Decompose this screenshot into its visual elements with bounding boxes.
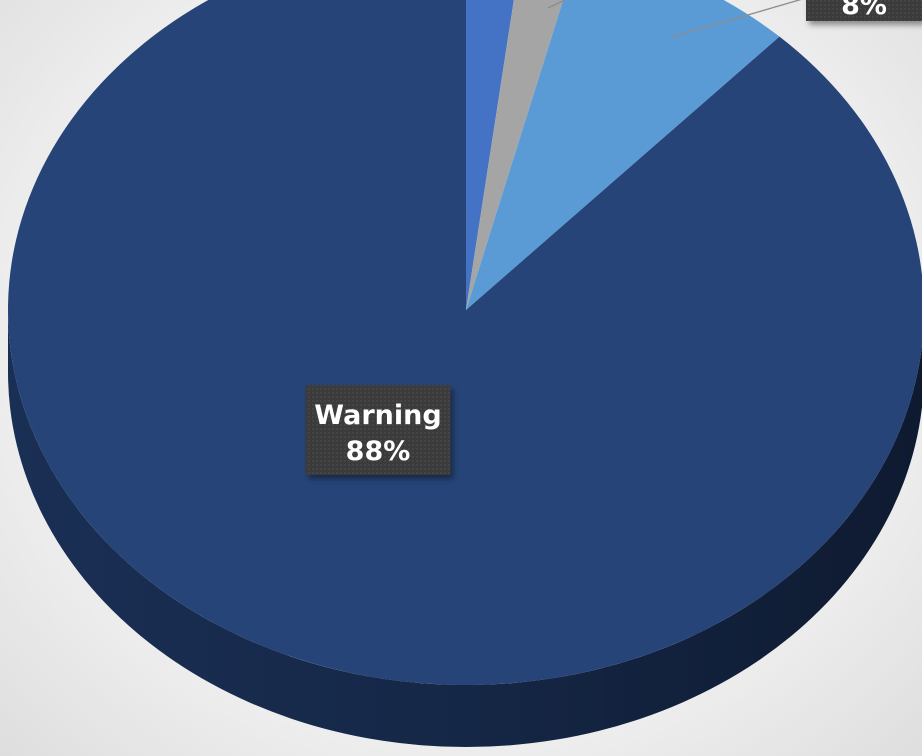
data-label-box [806, 0, 922, 21]
pie [8, 0, 922, 747]
leader-line [671, 0, 802, 38]
pie-side [8, 310, 922, 747]
data-label-value: 8% [841, 0, 887, 21]
leader-line [547, 0, 567, 9]
data-label-box [305, 385, 451, 475]
pie-slice [8, 0, 922, 685]
pie-slice [466, 0, 780, 310]
pie-slice [466, 0, 564, 310]
data-label-value: 88% [346, 436, 411, 467]
data-label-category: Warning [314, 400, 441, 431]
pie-slice [466, 0, 514, 310]
